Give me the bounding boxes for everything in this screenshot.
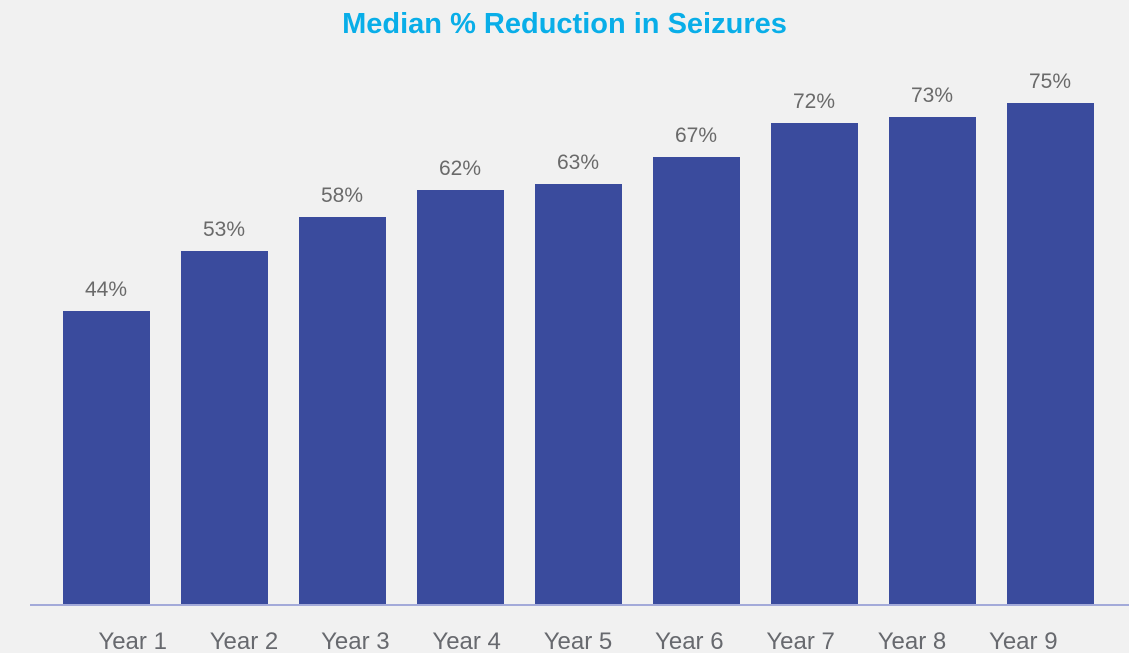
x-axis-label: Year 7 bbox=[766, 628, 835, 653]
x-axis-label: Year 1 bbox=[98, 628, 167, 653]
bar bbox=[416, 190, 504, 605]
x-axis-label: Year 8 bbox=[877, 628, 947, 653]
bar bbox=[1006, 103, 1094, 605]
bar-column: 63% bbox=[519, 151, 637, 605]
bar-value-label: 58% bbox=[320, 184, 364, 207]
bar-value-label: 73% bbox=[910, 84, 954, 107]
bar-column: 53% bbox=[165, 218, 283, 605]
bar bbox=[652, 157, 740, 605]
bar bbox=[534, 184, 622, 605]
plot-area: 44% 53% 58% 62% 63% 67% 72% 73% 75% Year 1 Year 2… bbox=[30, 70, 1129, 653]
bar bbox=[770, 123, 858, 605]
x-axis-label: Year 2 bbox=[209, 628, 279, 653]
bar-column: 67% bbox=[637, 124, 755, 605]
bar-value-label: 44% bbox=[84, 278, 128, 301]
bar bbox=[888, 117, 976, 605]
bar bbox=[298, 217, 386, 605]
bar-value-label: 72% bbox=[792, 90, 836, 113]
x-axis-label: Year 9 bbox=[989, 628, 1058, 653]
x-axis-label: Year 5 bbox=[543, 628, 613, 653]
bar-value-label: 75% bbox=[1028, 70, 1072, 93]
x-axis-label: Year 6 bbox=[655, 628, 724, 653]
bar-value-label: 63% bbox=[556, 151, 600, 174]
x-axis-label: Year 3 bbox=[321, 628, 390, 653]
bar-column: 75% bbox=[991, 70, 1109, 605]
bar bbox=[62, 311, 150, 605]
bar bbox=[180, 251, 268, 605]
bar-column: 62% bbox=[401, 157, 519, 605]
bar-value-label: 67% bbox=[674, 124, 718, 147]
x-axis-labels: Year 1 Year 2 Year 3 Year 4 Year 5 Year 6 Year… bbox=[77, 628, 1079, 653]
x-axis-line bbox=[30, 604, 1129, 606]
x-axis-label: Year 4 bbox=[432, 628, 501, 653]
bar-column: 44% bbox=[47, 278, 165, 605]
chart-title: Median % Reduction in Seizures bbox=[342, 8, 787, 40]
bar-value-label: 53% bbox=[202, 218, 246, 241]
bar-value-label: 62% bbox=[438, 157, 482, 180]
bar-column: 58% bbox=[283, 184, 401, 605]
bars-container: 44% 53% 58% 62% 63% 67% 72% 73% 75% bbox=[47, 70, 1109, 605]
bar-column: 73% bbox=[873, 84, 991, 605]
bar-column: 72% bbox=[755, 90, 873, 605]
